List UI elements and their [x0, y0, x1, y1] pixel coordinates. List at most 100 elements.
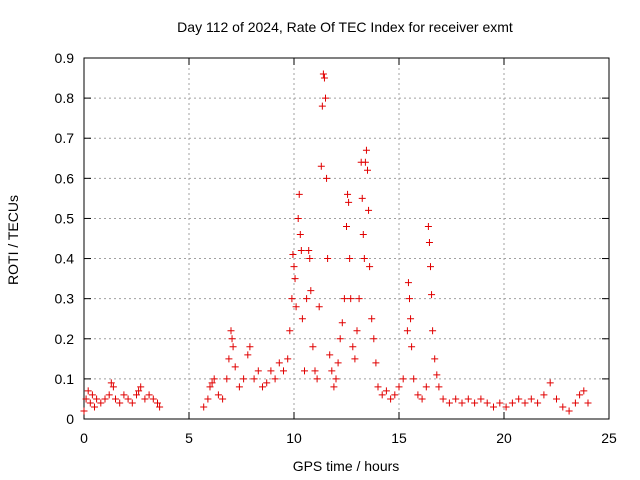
data-point	[425, 239, 433, 247]
data-point	[210, 375, 218, 383]
data-point	[571, 399, 579, 407]
data-point	[508, 399, 516, 407]
data-point	[82, 395, 90, 403]
data-point	[345, 198, 353, 206]
data-point	[464, 395, 472, 403]
data-point	[306, 255, 314, 263]
data-point	[288, 295, 296, 303]
data-point	[231, 363, 239, 371]
data-point	[422, 383, 430, 391]
data-point	[319, 70, 327, 78]
data-point	[343, 222, 350, 230]
data-point	[490, 403, 497, 411]
data-point	[407, 315, 415, 323]
data-point	[320, 74, 328, 82]
data-point	[88, 391, 96, 399]
data-point	[330, 383, 338, 391]
data-point	[124, 395, 132, 403]
data-point	[496, 399, 504, 407]
data-point	[584, 399, 592, 407]
data-point	[225, 355, 233, 363]
data-point	[326, 351, 334, 359]
data-point	[332, 375, 340, 383]
x-tick-label: 15	[391, 430, 407, 446]
data-point	[374, 383, 382, 391]
data-point	[97, 399, 105, 407]
data-point	[109, 383, 117, 391]
data-point	[387, 395, 395, 403]
data-point	[502, 403, 510, 411]
data-point	[471, 399, 479, 407]
data-point	[364, 166, 371, 174]
data-point	[250, 375, 258, 383]
data-point	[208, 379, 216, 387]
y-tick-label: 0.1	[55, 371, 75, 387]
grid	[84, 58, 609, 419]
data-point	[429, 327, 437, 335]
data-point	[156, 403, 164, 411]
data-point	[214, 391, 222, 399]
data-point	[521, 399, 529, 407]
data-point	[86, 399, 94, 407]
data-point	[399, 375, 407, 383]
y-tick-label: 0	[66, 411, 74, 427]
y-tick-label: 0.5	[55, 210, 75, 226]
data-point	[418, 395, 426, 403]
data-point	[318, 102, 326, 110]
axis-ticks: 0 5 10 15 20 25 0 0.1 0.2 0.3 0.4 0.5 0.6 0.7 0.8 0.9	[55, 50, 617, 446]
data-point	[240, 375, 248, 383]
data-point	[244, 351, 252, 359]
data-point	[297, 247, 305, 255]
data-point	[271, 375, 279, 383]
data-point	[101, 395, 109, 403]
data-point	[307, 287, 315, 295]
x-tick-label: 25	[601, 430, 617, 446]
data-point	[576, 391, 584, 399]
data-point	[428, 291, 436, 299]
data-point	[370, 335, 378, 343]
data-point	[414, 391, 422, 399]
x-tick-label: 5	[185, 430, 193, 446]
data-point	[477, 395, 485, 403]
data-point	[534, 399, 542, 407]
data-point	[246, 343, 254, 351]
data-point	[340, 295, 348, 303]
data-point	[280, 367, 287, 375]
data-point	[347, 295, 355, 303]
data-point	[362, 146, 370, 154]
data-point	[358, 194, 366, 202]
data-point	[433, 371, 441, 379]
data-point	[344, 190, 352, 198]
data-point	[107, 379, 115, 387]
data-point	[292, 303, 300, 311]
data-point	[406, 295, 413, 303]
data-point	[378, 391, 386, 399]
data-point	[351, 355, 359, 363]
data-point	[204, 395, 212, 403]
data-point	[267, 367, 275, 375]
data-point	[305, 247, 313, 255]
data-point	[289, 251, 297, 259]
data-point	[309, 343, 317, 351]
data-point	[431, 355, 439, 363]
data-point	[559, 403, 567, 411]
data-point	[228, 335, 236, 343]
data-point	[445, 399, 453, 407]
data-point	[346, 255, 354, 263]
y-tick-label: 0.6	[55, 170, 75, 186]
data-point	[322, 94, 329, 102]
data-point	[311, 367, 319, 375]
data-point	[313, 375, 321, 383]
data-point	[359, 230, 367, 238]
data-point	[365, 206, 373, 214]
data-point	[145, 391, 153, 399]
data-point	[424, 222, 432, 230]
x-tick-label: 10	[286, 430, 302, 446]
data-point	[93, 395, 101, 403]
data-point	[149, 395, 157, 403]
data-point	[546, 379, 554, 387]
data-point	[349, 343, 357, 351]
data-point	[128, 399, 136, 407]
